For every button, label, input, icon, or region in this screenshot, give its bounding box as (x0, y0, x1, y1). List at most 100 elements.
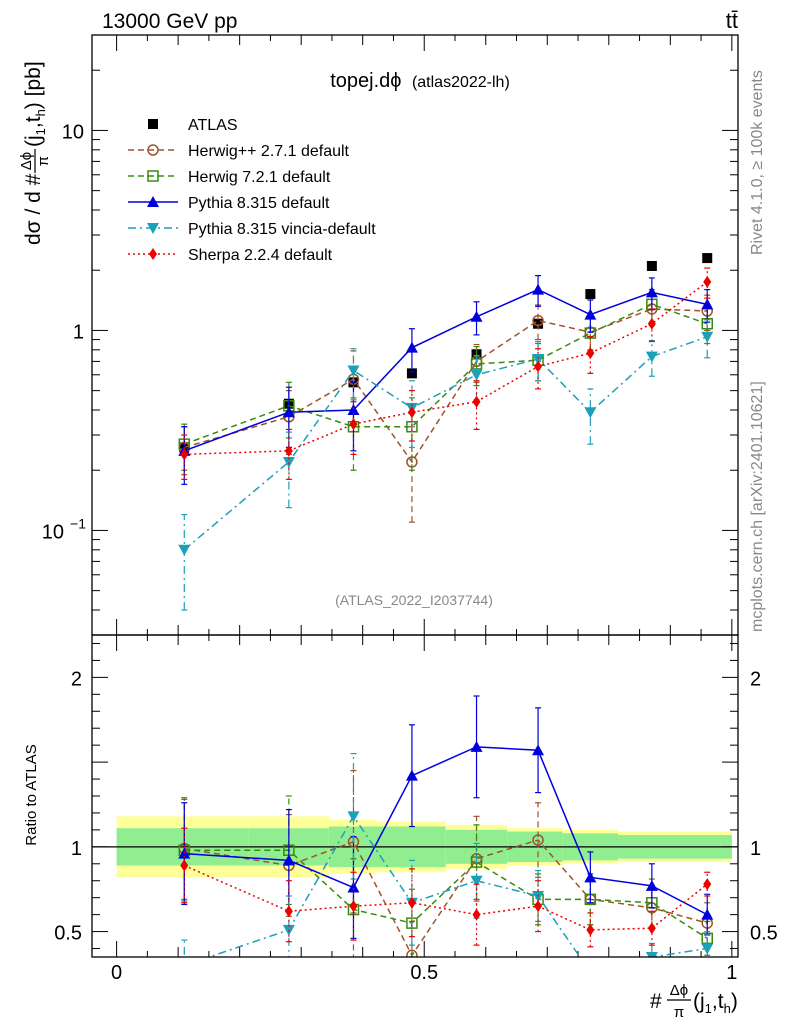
main-ylabel-dsigma: dσ / d # (22, 173, 45, 245)
ratio-series-4-point-5 (534, 900, 543, 913)
ratio-ytick-label-right-0: 0.5 (750, 923, 778, 945)
legend-item-1: Herwig++ 2.7.1 default (128, 143, 350, 160)
main-series-5-point-2 (349, 418, 358, 431)
main-series-5-line (184, 281, 708, 456)
legend-item-1-label: Herwig++ 2.7.1 default (188, 143, 350, 160)
legend-item-2-marker (147, 170, 159, 182)
ratio-series-4-point-3 (407, 896, 416, 909)
main-series-1 (178, 294, 713, 523)
main-ylabel-frac-num: Δϕ (18, 152, 35, 170)
main-series-4-line (183, 336, 708, 551)
ratio-series-2-point-1 (282, 854, 295, 866)
main-series-5-point-1 (284, 444, 293, 457)
ratio-series-4-point-7 (647, 922, 656, 935)
main-series-4-point-8 (701, 331, 714, 343)
ratio-series-2-point-2 (347, 881, 360, 893)
main-series-4-point-4 (470, 369, 483, 381)
rivet-side-label: Rivet 4.1.0, ≥ 100k events (749, 70, 766, 255)
ratio-series-4 (180, 827, 712, 948)
ratio-series-2-point-6 (584, 871, 597, 883)
legend-item-5-marker (149, 248, 157, 260)
ratio-ytick-label-right-1: 1 (750, 838, 761, 860)
ratio-series-4-point-4 (472, 908, 481, 921)
ratio-series-0-line (184, 839, 708, 957)
ratio-series-4-point-6 (586, 923, 595, 936)
main-ylabel: dσ / d # Δϕ π (j1,th) [pb] (18, 61, 52, 245)
main-panel: 10 −1 1 10 (42, 34, 739, 636)
ratio-ytick-label-0: 0.5 (54, 923, 82, 945)
main-series-5-point-6 (586, 347, 595, 360)
legend-item-0: ATLAS (148, 117, 238, 134)
ratio-series-2-point-3 (405, 769, 418, 781)
ratio-ylabel: Ratio to ATLAS (23, 744, 40, 845)
main-series-3-point-6 (584, 308, 597, 320)
main-series-0-point-8 (702, 253, 713, 264)
ratio-series-4-point-1 (284, 905, 293, 918)
main-series-3-line (184, 288, 708, 452)
main-ylabel-rest: (j1,th) [pb] (22, 61, 48, 147)
ratio-series-0-point-3 (406, 949, 418, 957)
ratio-series-2-point-5 (532, 744, 545, 756)
ratio-xtick-label-2: 1 (726, 962, 737, 984)
main-series-4-point-7 (645, 351, 658, 363)
legend-item-0-label: ATLAS (188, 117, 238, 134)
main-ytick-label-1: 1 (73, 321, 84, 343)
legend-item-0-marker (148, 119, 158, 129)
ratio-ytick-label-right-2: 2 (750, 668, 761, 690)
plot-title-main: topej.dϕ (330, 70, 401, 92)
legend-item-2-label: Herwig 7.2.1 default (188, 169, 331, 186)
main-series-4-point-2 (347, 365, 360, 377)
ratio-ytick-label-1: 1 (71, 838, 82, 860)
ratio-series-2-point-0 (178, 847, 191, 859)
ratio-xtick-label-1: 0.5 (410, 962, 438, 984)
beam-label: 13000 GeV pp (102, 10, 237, 33)
main-series-3-point-8 (701, 298, 714, 310)
main-series-0-point-6 (585, 289, 596, 300)
main-series-5-point-3 (407, 406, 416, 419)
svg-text:dσ / d #: dσ / d # (22, 173, 45, 245)
main-series-4-point-6 (584, 407, 597, 419)
main-series-3-point-7 (645, 286, 658, 298)
ratio-series-3-point-8 (701, 943, 714, 955)
ratio-series-3-point-4 (470, 875, 483, 887)
main-series-3 (178, 274, 714, 485)
legend-item-3-label: Pythia 8.315 default (188, 195, 330, 212)
main-ytick-label-exp-0: −1 (70, 515, 86, 531)
main-series-5-point-0 (180, 448, 189, 461)
x-axis-label-hash: # (650, 990, 662, 1013)
main-ytick-label-2: 10 (62, 121, 84, 143)
ratio-series-2-point-8 (701, 908, 714, 920)
ratio-ytick-label-2: 2 (71, 668, 82, 690)
main-series-3-point-5 (532, 283, 545, 295)
legend-item-5-label: Sherpa 2.2.4 default (188, 247, 333, 264)
legend-item-4-marker (147, 223, 159, 234)
legend-item-3: Pythia 8.315 default (128, 195, 330, 212)
x-axis-label: # Δϕ π (j1,th) (650, 982, 738, 1021)
main-series-5-point-8 (703, 275, 712, 288)
ratio-series-3-point-6 (584, 967, 596, 978)
ratio-series-4-line (183, 864, 708, 931)
ratio-series-4-point-2 (349, 900, 358, 913)
ratio-series-2-point-4 (470, 740, 483, 752)
ratio-series-3-point-0 (178, 960, 190, 971)
main-series-0-point-7 (646, 260, 657, 271)
main-series-5-point-5 (534, 360, 543, 373)
ratio-series-0-point-5 (532, 834, 544, 846)
plot-title: topej.dϕ (atlas2022-lh) (330, 70, 510, 92)
x-axis-label-rest: (j1,th) (693, 990, 738, 1016)
legend-item-3-marker (147, 196, 159, 207)
main-series-5 (180, 267, 712, 480)
site-side-label: mcplots.cern.ch [arXiv:2401.10621] (749, 381, 766, 632)
process-label: tt̄ (726, 8, 738, 33)
legend-item-4: Pythia 8.315 vincia-default (128, 221, 376, 238)
main-series-4-point-5 (532, 353, 545, 365)
legend-item-2: Herwig 7.2.1 default (128, 169, 331, 186)
main-series-3-point-4 (470, 310, 483, 322)
main-ylabel-frac-den: π (35, 156, 52, 166)
ratio-xtick-label-0: 0 (111, 962, 122, 984)
ratio-series-4-point-8 (703, 878, 712, 891)
ratio-series-2-point-7 (645, 879, 658, 891)
main-series-5-point-7 (647, 317, 656, 330)
ratio-series-3-point-7 (645, 952, 658, 957)
main-series-2-line (184, 303, 708, 445)
